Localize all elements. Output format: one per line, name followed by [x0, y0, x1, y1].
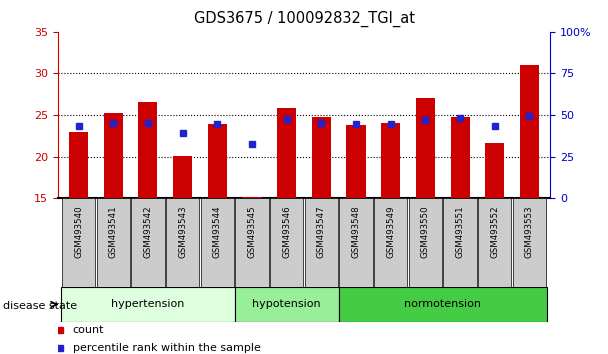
Bar [416, 98, 435, 198]
Text: GDS3675 / 100092832_TGI_at: GDS3675 / 100092832_TGI_at [193, 11, 415, 27]
FancyBboxPatch shape [339, 287, 547, 322]
Text: GSM493547: GSM493547 [317, 205, 326, 258]
Text: disease state: disease state [3, 301, 77, 311]
FancyBboxPatch shape [339, 198, 373, 289]
Text: GSM493550: GSM493550 [421, 205, 430, 258]
FancyBboxPatch shape [201, 198, 234, 289]
FancyBboxPatch shape [131, 198, 165, 289]
Text: percentile rank within the sample: percentile rank within the sample [72, 343, 260, 353]
Text: GSM493552: GSM493552 [490, 205, 499, 258]
Text: GSM493544: GSM493544 [213, 205, 222, 258]
Bar [451, 117, 469, 198]
Bar [520, 65, 539, 198]
Text: GSM493551: GSM493551 [455, 205, 465, 258]
FancyBboxPatch shape [97, 198, 130, 289]
FancyBboxPatch shape [443, 198, 477, 289]
FancyBboxPatch shape [61, 287, 235, 322]
Bar [277, 108, 296, 198]
FancyBboxPatch shape [62, 198, 95, 289]
FancyBboxPatch shape [166, 198, 199, 289]
Bar [69, 132, 88, 198]
Text: GSM493543: GSM493543 [178, 205, 187, 258]
Text: GSM493545: GSM493545 [247, 205, 257, 258]
Bar [208, 124, 227, 198]
Text: GSM493548: GSM493548 [351, 205, 361, 258]
FancyBboxPatch shape [235, 198, 269, 289]
Text: hypotension: hypotension [252, 299, 321, 309]
Bar [139, 102, 157, 198]
Text: normotension: normotension [404, 299, 481, 309]
Bar [381, 124, 400, 198]
Text: GSM493553: GSM493553 [525, 205, 534, 258]
FancyBboxPatch shape [478, 198, 511, 289]
Text: GSM493540: GSM493540 [74, 205, 83, 258]
Bar [347, 125, 365, 198]
Bar [312, 117, 331, 198]
Bar [243, 196, 261, 198]
FancyBboxPatch shape [409, 198, 442, 289]
FancyBboxPatch shape [513, 198, 546, 289]
Text: GSM493541: GSM493541 [109, 205, 118, 258]
Text: GSM493542: GSM493542 [143, 205, 153, 258]
FancyBboxPatch shape [235, 287, 339, 322]
FancyBboxPatch shape [270, 198, 303, 289]
Bar [104, 113, 123, 198]
Bar [173, 156, 192, 198]
Text: hypertension: hypertension [111, 299, 185, 309]
FancyBboxPatch shape [305, 198, 338, 289]
FancyBboxPatch shape [374, 198, 407, 289]
Text: GSM493546: GSM493546 [282, 205, 291, 258]
Text: GSM493549: GSM493549 [386, 205, 395, 258]
Text: count: count [72, 325, 104, 335]
Bar [485, 143, 504, 198]
